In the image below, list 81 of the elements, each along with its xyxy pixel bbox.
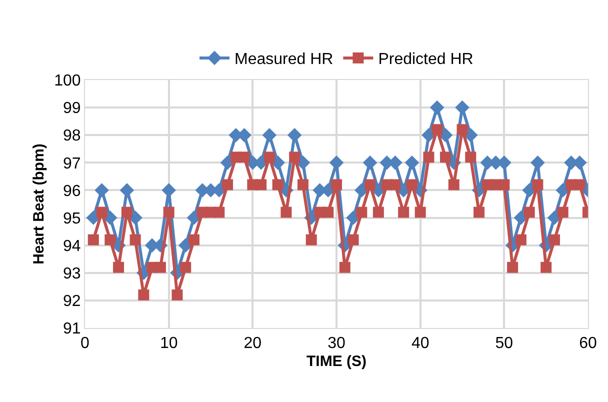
point [515,234,526,246]
point [172,289,183,300]
x-tick-label: 50 [495,335,514,352]
point [222,179,234,190]
point [272,179,284,190]
point [256,179,267,190]
point [238,152,250,163]
point [262,128,277,142]
point [356,206,368,218]
legend-label: Predicted HR [378,51,474,68]
point [438,128,453,142]
x-axis-title: TIME (S) [306,353,366,370]
point [138,289,150,300]
y-tick-label: 92 [63,293,81,310]
y-tick-label: 100 [54,72,81,90]
point [214,206,225,218]
y-tick-label: 95 [63,210,81,228]
point [530,156,545,170]
point [88,234,99,246]
point [574,179,586,190]
point [306,234,317,246]
point [474,206,485,218]
point [162,183,176,198]
y-tick-label: 91 [63,320,81,338]
y-tick-label: 97 [63,155,81,172]
point [423,152,434,163]
point [348,234,359,246]
point [465,152,476,163]
point [430,100,444,115]
point [404,156,420,170]
point [188,234,200,246]
point [364,179,376,190]
y-tick-label: 96 [63,182,81,200]
point [557,206,568,218]
point [507,262,518,273]
point [362,156,378,170]
point [532,179,544,190]
x-tick-label: 0 [80,335,90,352]
point [180,262,192,273]
x-tick-label: 20 [244,335,262,352]
point [339,262,350,273]
point [448,179,460,190]
point [456,124,468,136]
point [414,206,426,218]
point [540,262,552,273]
y-tick-label: 99 [63,100,81,118]
point [121,206,132,218]
point [390,179,401,190]
point [372,206,384,218]
point [96,206,108,218]
y-tick-label: 93 [63,265,81,282]
x-tick-label: 10 [160,335,178,352]
point [104,234,116,246]
point [264,152,275,163]
point [154,262,166,273]
y-tick-label: 94 [63,238,81,255]
point [440,152,451,163]
point [289,152,300,163]
point [398,206,410,218]
point [524,206,535,218]
point [120,183,134,198]
point [297,179,308,190]
point [331,179,342,190]
point [322,206,334,218]
x-tick-label: 40 [411,335,430,352]
point [280,206,292,218]
point [329,156,344,170]
point [406,179,418,190]
point [130,234,141,246]
y-tick-label: 98 [63,128,81,145]
point [548,234,560,246]
point [498,179,510,190]
legend-label: Measured HR [234,51,334,68]
point [163,206,174,218]
point [432,124,443,136]
x-tick-label: 30 [328,335,346,352]
point [94,183,109,198]
point [113,262,124,273]
y-axis-title: Heart Beat (bpm) [30,144,48,264]
x-tick-label: 60 [579,335,597,352]
point [287,128,302,142]
